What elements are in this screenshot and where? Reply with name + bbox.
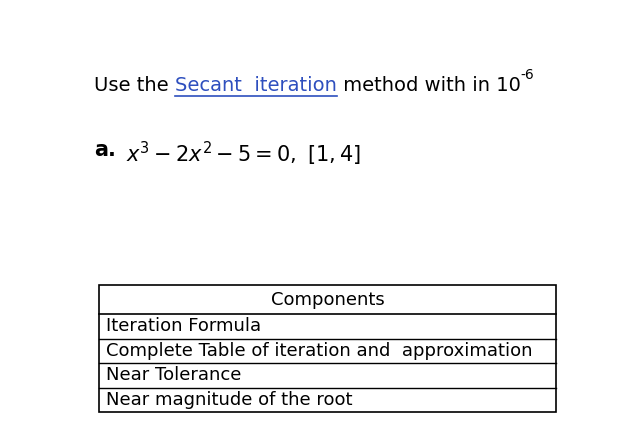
- Text: method with in 10: method with in 10: [337, 76, 521, 95]
- Text: Components: Components: [271, 290, 384, 309]
- Text: Complete Table of iteration and  approximation: Complete Table of iteration and approxim…: [107, 342, 533, 360]
- Text: -6: -6: [521, 68, 534, 82]
- Text: Secant  iteration: Secant iteration: [175, 76, 337, 95]
- Text: Near Tolerance: Near Tolerance: [107, 367, 242, 385]
- Text: Use the: Use the: [94, 76, 175, 95]
- Text: Iteration Formula: Iteration Formula: [107, 317, 261, 335]
- Bar: [99, 285, 556, 413]
- Text: Near magnitude of the root: Near magnitude of the root: [107, 391, 353, 409]
- Text: a.: a.: [94, 140, 116, 160]
- Text: $x^3 - 2x^2 - 5 = 0,\ [1,4]$: $x^3 - 2x^2 - 5 = 0,\ [1,4]$: [126, 140, 361, 169]
